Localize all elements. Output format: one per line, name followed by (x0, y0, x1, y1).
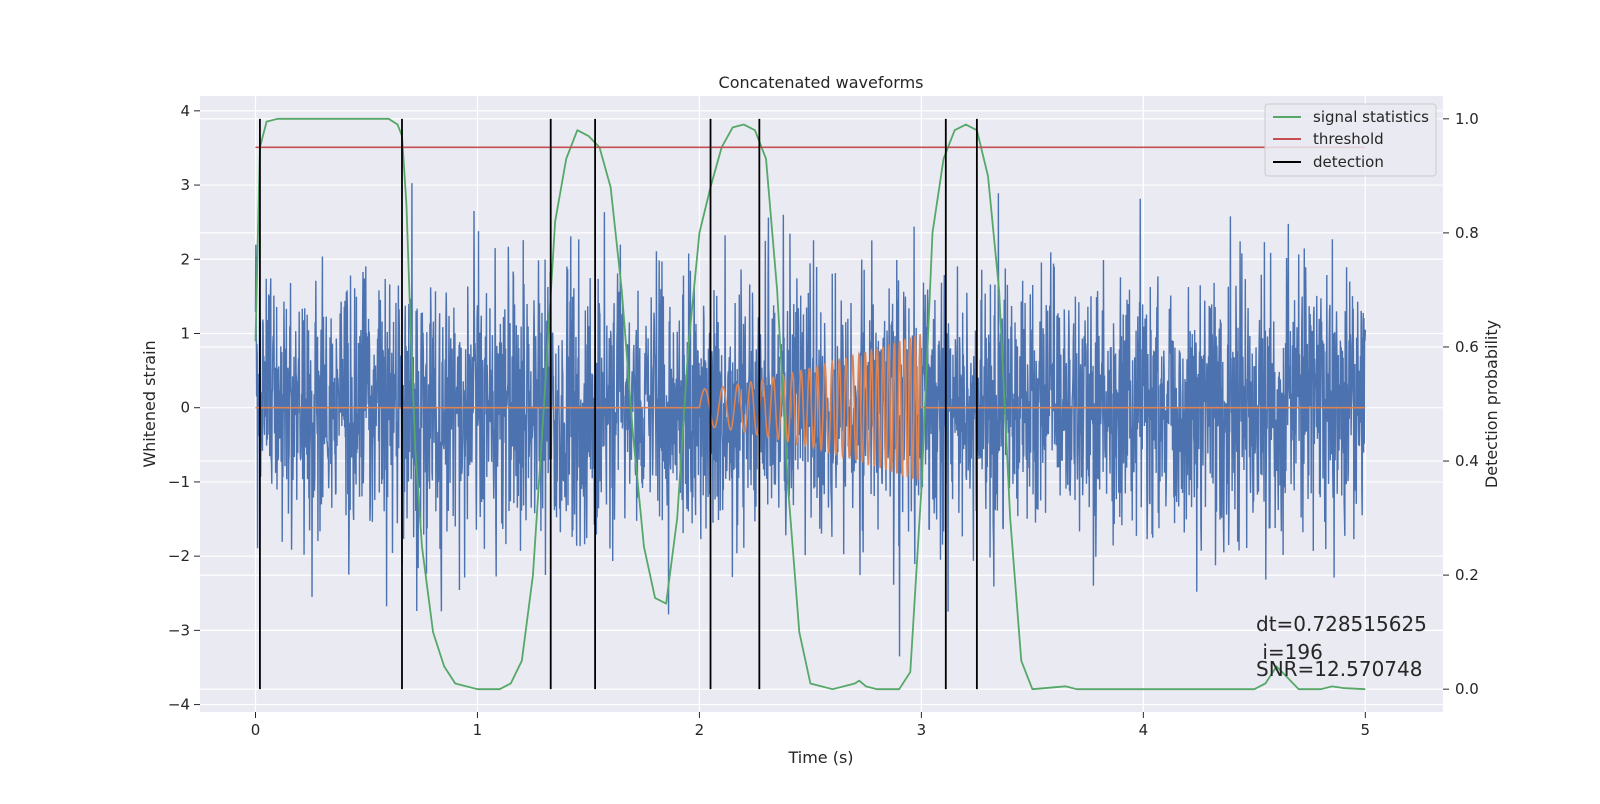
y-tick-label-left: 0 (180, 399, 190, 417)
y-tick-label-right: 0.4 (1455, 452, 1479, 470)
y-tick-label-left: 4 (180, 102, 190, 120)
y-tick-label-left: −4 (168, 696, 190, 714)
annotation-dt: dt=0.728515625 (1256, 612, 1427, 636)
legend-box (1264, 103, 1437, 177)
chirp-series-line (255, 333, 1366, 481)
x-tick-label: 5 (1361, 721, 1371, 739)
x-tick-label: 4 (1139, 721, 1149, 739)
legend-label-threshold: threshold (1313, 130, 1384, 148)
series-layer (254, 117, 1367, 691)
y-axis-label-left: Whitened strain (140, 340, 159, 467)
x-tick-label: 0 (251, 721, 261, 739)
ticks: 0 1 2 3 4 5 −4 −3 −2 −1 0 1 2 3 4 0.0 0.2 0.4 0.6 0.8 1.0 (168, 102, 1479, 739)
chart-title: Concatenated waveforms (719, 73, 924, 92)
y-tick-label-left: 2 (180, 250, 190, 268)
y-tick-label-right: 1.0 (1455, 110, 1479, 128)
y-tick-label-left: 1 (180, 324, 190, 342)
x-tick-label: 2 (695, 721, 705, 739)
y-tick-label-left: 3 (180, 176, 190, 194)
annotation-snr: SNR=12.570748 (1256, 657, 1422, 681)
legend-label-signal-statistics: signal statistics (1313, 108, 1429, 126)
y-axis-label-right: Detection probability (1482, 320, 1501, 488)
legend-label-detection: detection (1313, 153, 1384, 171)
legend: signal statistics threshold detection (1264, 103, 1437, 177)
noise-series-line (254, 183, 1367, 657)
x-axis-label: Time (s) (787, 748, 853, 767)
y-tick-label-right: 0.2 (1455, 566, 1479, 584)
x-tick-label: 3 (917, 721, 927, 739)
annotation-i: i=196 (1256, 640, 1323, 664)
y-tick-label-left: −1 (168, 473, 190, 491)
x-tick-label: 1 (473, 721, 483, 739)
y-tick-label-left: −2 (168, 547, 190, 565)
y-tick-label-left: −3 (168, 621, 190, 639)
y-tick-label-right: 0.8 (1455, 224, 1479, 242)
y-tick-label-right: 0.6 (1455, 338, 1479, 356)
y-tick-label-right: 0.0 (1455, 680, 1479, 698)
